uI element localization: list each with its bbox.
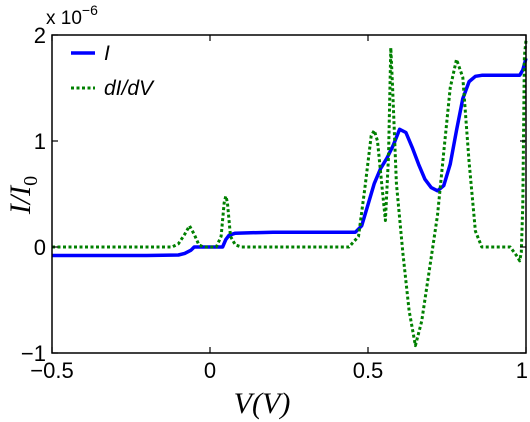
y-tick-label-3: 2 bbox=[34, 23, 46, 48]
x-tick-label-2: 0.5 bbox=[353, 358, 384, 383]
y-axis-label: I/I0 bbox=[4, 176, 42, 215]
tick-layer: −0.5 0 0.5 1 −1 0 1 2 bbox=[21, 23, 528, 383]
legend-label-i: I bbox=[104, 42, 110, 65]
y-scale-label: x 10−6 bbox=[46, 2, 98, 29]
y-scale-base: x 10 bbox=[46, 8, 82, 29]
y-axis-label-base: I/I bbox=[4, 184, 37, 215]
legend-label-didv: dI/dV bbox=[104, 77, 155, 100]
y-tick-label-1: 0 bbox=[34, 235, 46, 260]
x-tick-label-3: 1 bbox=[516, 358, 528, 383]
legend: I dI/dV bbox=[71, 42, 155, 100]
y-tick-label-0: −1 bbox=[21, 341, 46, 366]
x-tick-label-0: −0.5 bbox=[30, 358, 73, 383]
y-tick-label-2: 1 bbox=[34, 129, 46, 154]
x-axis-label: V(V) bbox=[234, 387, 291, 420]
x-tick-label-1: 0 bbox=[204, 358, 216, 383]
plot-frame bbox=[51, 34, 527, 354]
y-scale-exponent: −6 bbox=[82, 2, 98, 18]
y-axis-label-subscript: 0 bbox=[20, 176, 42, 186]
series-layer bbox=[52, 40, 528, 348]
